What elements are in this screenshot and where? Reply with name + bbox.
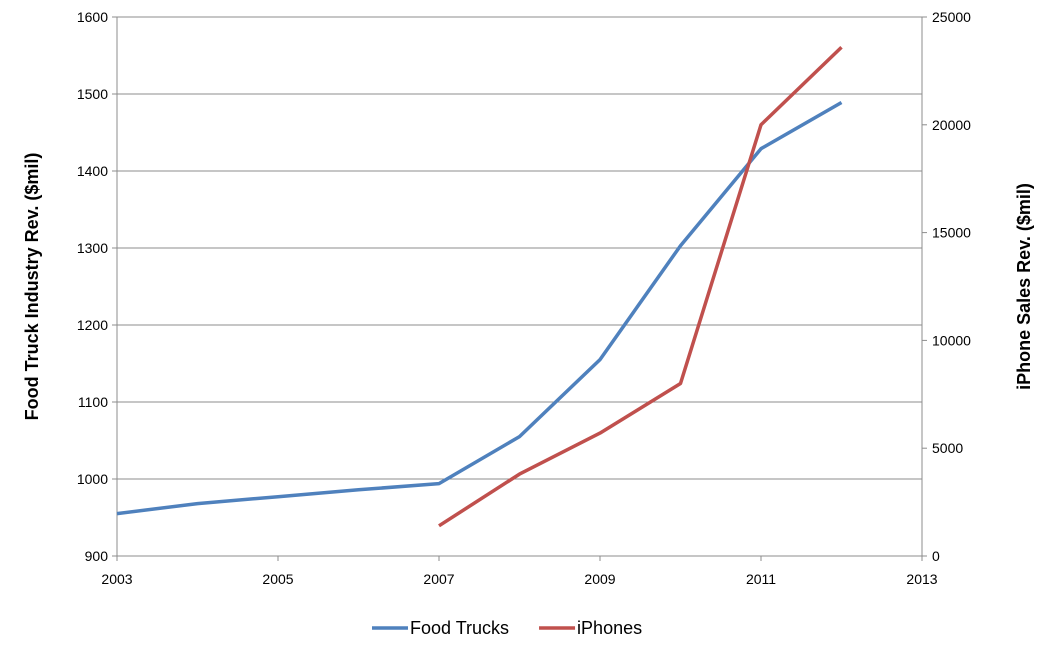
right-tick-label: 20000 bbox=[932, 117, 971, 133]
series-line-food-trucks bbox=[116, 100, 843, 516]
right-axis-tick-labels: 0 5000 10000 15000 20000 25000 bbox=[932, 9, 971, 564]
left-tick-label: 1300 bbox=[77, 240, 108, 256]
x-tick-label: 2005 bbox=[262, 571, 293, 587]
legend-label: Food Trucks bbox=[410, 618, 509, 638]
x-axis-tick-labels: 2003 2005 2007 2009 2011 2013 bbox=[101, 571, 937, 587]
left-tick-label: 1500 bbox=[77, 86, 108, 102]
x-tick-label: 2013 bbox=[906, 571, 937, 587]
left-tick-label: 1000 bbox=[77, 471, 108, 487]
legend: Food Trucks iPhones bbox=[372, 618, 642, 638]
right-tick-label: 10000 bbox=[932, 332, 971, 348]
x-tick-label: 2007 bbox=[423, 571, 454, 587]
x-tick-label: 2011 bbox=[746, 571, 776, 587]
series-lines bbox=[116, 45, 843, 528]
left-axis-tick-labels: 900 1000 1100 1200 1300 1400 1500 1600 bbox=[77, 9, 108, 564]
right-tick-label: 5000 bbox=[932, 440, 963, 456]
x-tick-label: 2003 bbox=[101, 571, 132, 587]
gridlines bbox=[117, 16, 922, 480]
left-tick-label: 1200 bbox=[77, 317, 108, 333]
right-tick-label: 25000 bbox=[932, 9, 971, 25]
axes bbox=[112, 16, 927, 561]
left-tick-label: 1400 bbox=[77, 163, 108, 179]
right-tick-label: 15000 bbox=[932, 225, 971, 241]
right-tick-label: 0 bbox=[932, 548, 940, 564]
left-tick-label: 1600 bbox=[77, 9, 108, 25]
x-tick-label: 2009 bbox=[584, 571, 615, 587]
left-axis-title: Food Truck Industry Rev. ($mil) bbox=[22, 153, 42, 421]
left-tick-label: 1100 bbox=[78, 394, 108, 410]
series-line-iphones bbox=[438, 45, 843, 528]
legend-label: iPhones bbox=[577, 618, 642, 638]
left-tick-label: 900 bbox=[85, 548, 109, 564]
right-axis-title: iPhone Sales Rev. ($mil) bbox=[1014, 183, 1034, 390]
